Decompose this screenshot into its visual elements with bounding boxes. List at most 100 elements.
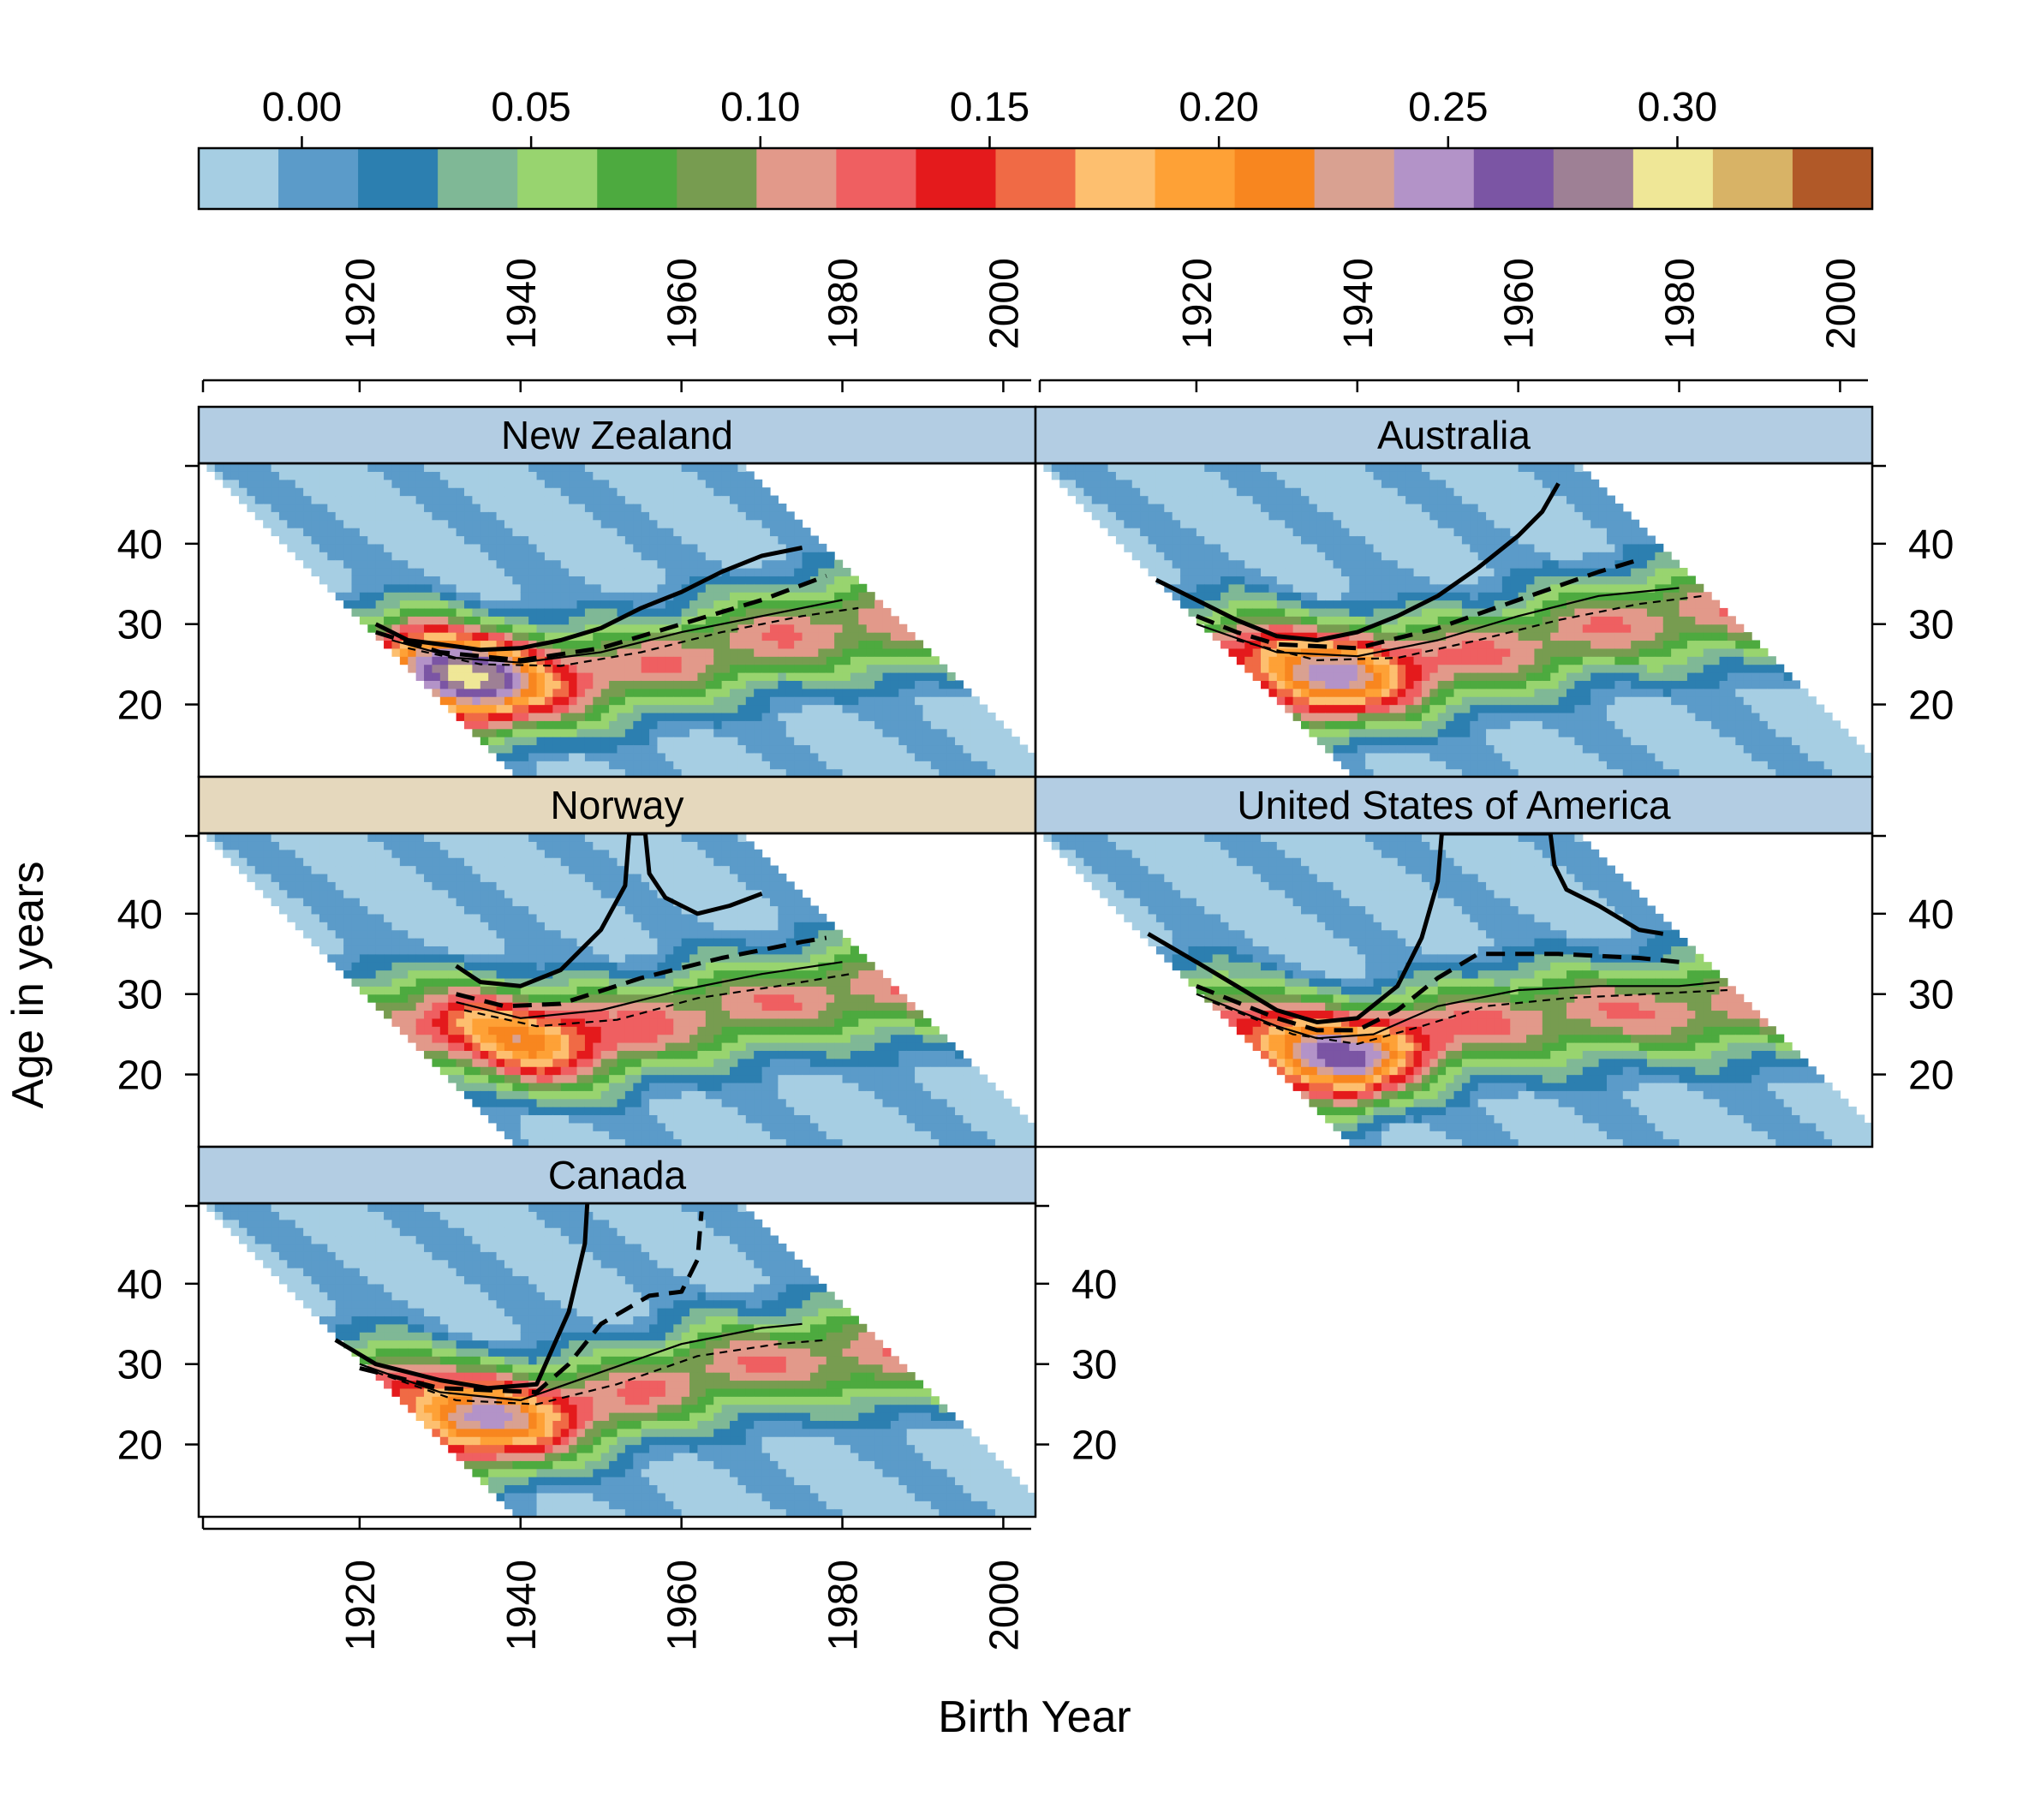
heat-cell — [1638, 535, 1648, 545]
heat-cell — [480, 704, 489, 713]
heat-cell — [408, 479, 417, 488]
heat-cell — [624, 720, 634, 730]
heat-cell — [730, 535, 739, 545]
heat-cell — [584, 583, 594, 593]
colorbar-swatch — [517, 148, 598, 209]
heat-cell — [1349, 696, 1358, 706]
heat-cell — [1316, 543, 1326, 552]
heat-cell — [850, 728, 859, 737]
heat-cell — [415, 528, 425, 537]
heat-cell — [1566, 487, 1576, 497]
heat-cell — [1582, 720, 1591, 730]
heat-cell — [1212, 576, 1221, 585]
heat-cell — [1325, 600, 1334, 609]
heat-cell — [1526, 656, 1536, 665]
heat-cell — [874, 704, 884, 713]
colorbar-swatch — [438, 148, 518, 209]
heat-cell — [448, 696, 457, 706]
heat-cell — [1582, 640, 1591, 649]
heat-cell — [866, 607, 875, 617]
heat-cell — [785, 583, 795, 593]
heat-cell — [327, 463, 337, 472]
heat-cell — [657, 704, 666, 713]
heat-cell — [761, 752, 771, 761]
heat-cell — [432, 552, 441, 561]
heat-cell — [1510, 737, 1519, 746]
heat-cell — [754, 519, 763, 528]
heat-cell — [609, 632, 618, 641]
heat-cell — [705, 632, 714, 641]
heat-cell — [1285, 616, 1294, 625]
heat-cell — [1486, 704, 1495, 713]
heat-cell — [1107, 503, 1117, 512]
heat-cell — [809, 552, 819, 561]
heat-cell — [399, 647, 409, 657]
heat-cell — [1340, 624, 1350, 633]
heat-cell — [1276, 559, 1286, 569]
heat-cell — [697, 696, 707, 706]
heat-cell — [1268, 583, 1278, 593]
heat-cell — [1501, 664, 1511, 673]
heat-cell — [842, 704, 851, 713]
heat-cell — [520, 737, 529, 746]
heat-cell — [1228, 583, 1238, 593]
heat-cell — [1421, 761, 1430, 770]
heat-cell — [1437, 640, 1447, 649]
heat-cell — [673, 583, 683, 593]
heat-cell — [1397, 576, 1406, 585]
heat-cell — [761, 535, 771, 545]
heat-cell — [761, 647, 771, 657]
heat-cell — [1292, 583, 1302, 593]
heat-cell — [1566, 761, 1576, 770]
heat-cell — [922, 664, 932, 673]
heat-cell — [391, 647, 401, 657]
heat-cell — [359, 559, 368, 569]
heat-cell — [842, 688, 851, 697]
heat-cell — [1679, 761, 1688, 770]
heat-cell — [1349, 495, 1358, 504]
heat-cell — [271, 463, 280, 472]
heat-cell — [1333, 624, 1342, 633]
heat-cell — [754, 479, 763, 488]
heat-cell — [1486, 737, 1495, 746]
heat-cell — [1397, 568, 1406, 576]
heat-cell — [681, 647, 690, 657]
heat-cell — [697, 511, 707, 521]
heat-cell — [512, 752, 522, 761]
heat-cell — [1550, 503, 1560, 512]
heat-cell — [1486, 664, 1495, 673]
heat-cell — [955, 704, 964, 713]
heat-cell — [569, 744, 578, 754]
heat-cell — [1655, 761, 1664, 770]
heat-cell — [1470, 728, 1479, 737]
heat-cell — [1574, 487, 1584, 497]
heat-cell — [794, 535, 803, 545]
heat-cell — [1510, 744, 1519, 754]
heat-cell — [1550, 672, 1560, 681]
heat-cell — [721, 664, 731, 673]
heat-cell — [1325, 583, 1334, 593]
heat-cell — [1671, 559, 1680, 569]
heat-cell — [1301, 535, 1310, 545]
heat-cell — [842, 640, 851, 649]
heat-cell — [769, 647, 779, 657]
heat-cell — [898, 744, 908, 754]
heat-cell — [552, 656, 562, 665]
heat-cell — [576, 761, 586, 770]
heat-cell — [1566, 559, 1576, 569]
heat-cell — [569, 543, 578, 552]
heat-cell — [624, 664, 634, 673]
heat-cell — [359, 535, 368, 545]
heat-cell — [1582, 688, 1591, 697]
heat-cell — [1357, 600, 1366, 609]
heat-cell — [520, 624, 529, 633]
heat-cell — [649, 768, 659, 778]
heat-cell — [730, 768, 739, 778]
heat-cell — [1518, 607, 1527, 617]
heat-cell — [1268, 543, 1278, 552]
heat-cell — [1526, 600, 1536, 609]
heat-cell — [512, 592, 522, 601]
heat-cell — [1429, 511, 1439, 521]
heat-cell — [1405, 768, 1415, 778]
heat-cell — [665, 632, 674, 641]
